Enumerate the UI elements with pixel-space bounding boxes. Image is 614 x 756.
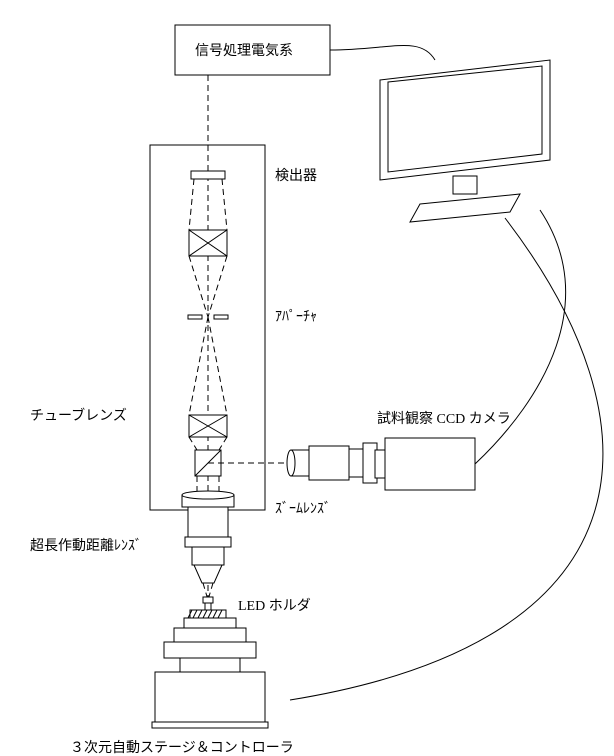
stage-label: ３次元自動ステージ＆コントローラ [70,740,294,756]
tube-lens-label: チューブレンズ [30,407,127,424]
aperture-label: ｱﾊﾟｰﾁｬ [275,309,317,325]
cable-signal-monitor [330,46,435,60]
led-holder-label: LED ホルダ [238,598,311,614]
detector [191,171,225,179]
monitor-screen [380,60,550,180]
zoom-lens-label: ｽﾞｰﾑﾚﾝｽﾞ [275,501,331,517]
zoom-lens [309,446,349,480]
detector-label: 検出器 [275,168,317,184]
objective-lens [188,507,228,537]
ccd-camera-label: 試料観察 CCD カメラ [377,410,511,427]
ccd-camera [385,438,475,490]
xyz-stage [155,672,265,722]
monitor-base [410,194,520,222]
signal-box-label: 信号処理電気系 [195,43,293,59]
objective-lens-label: 超長作動距離ﾚﾝｽﾞ [30,537,142,554]
